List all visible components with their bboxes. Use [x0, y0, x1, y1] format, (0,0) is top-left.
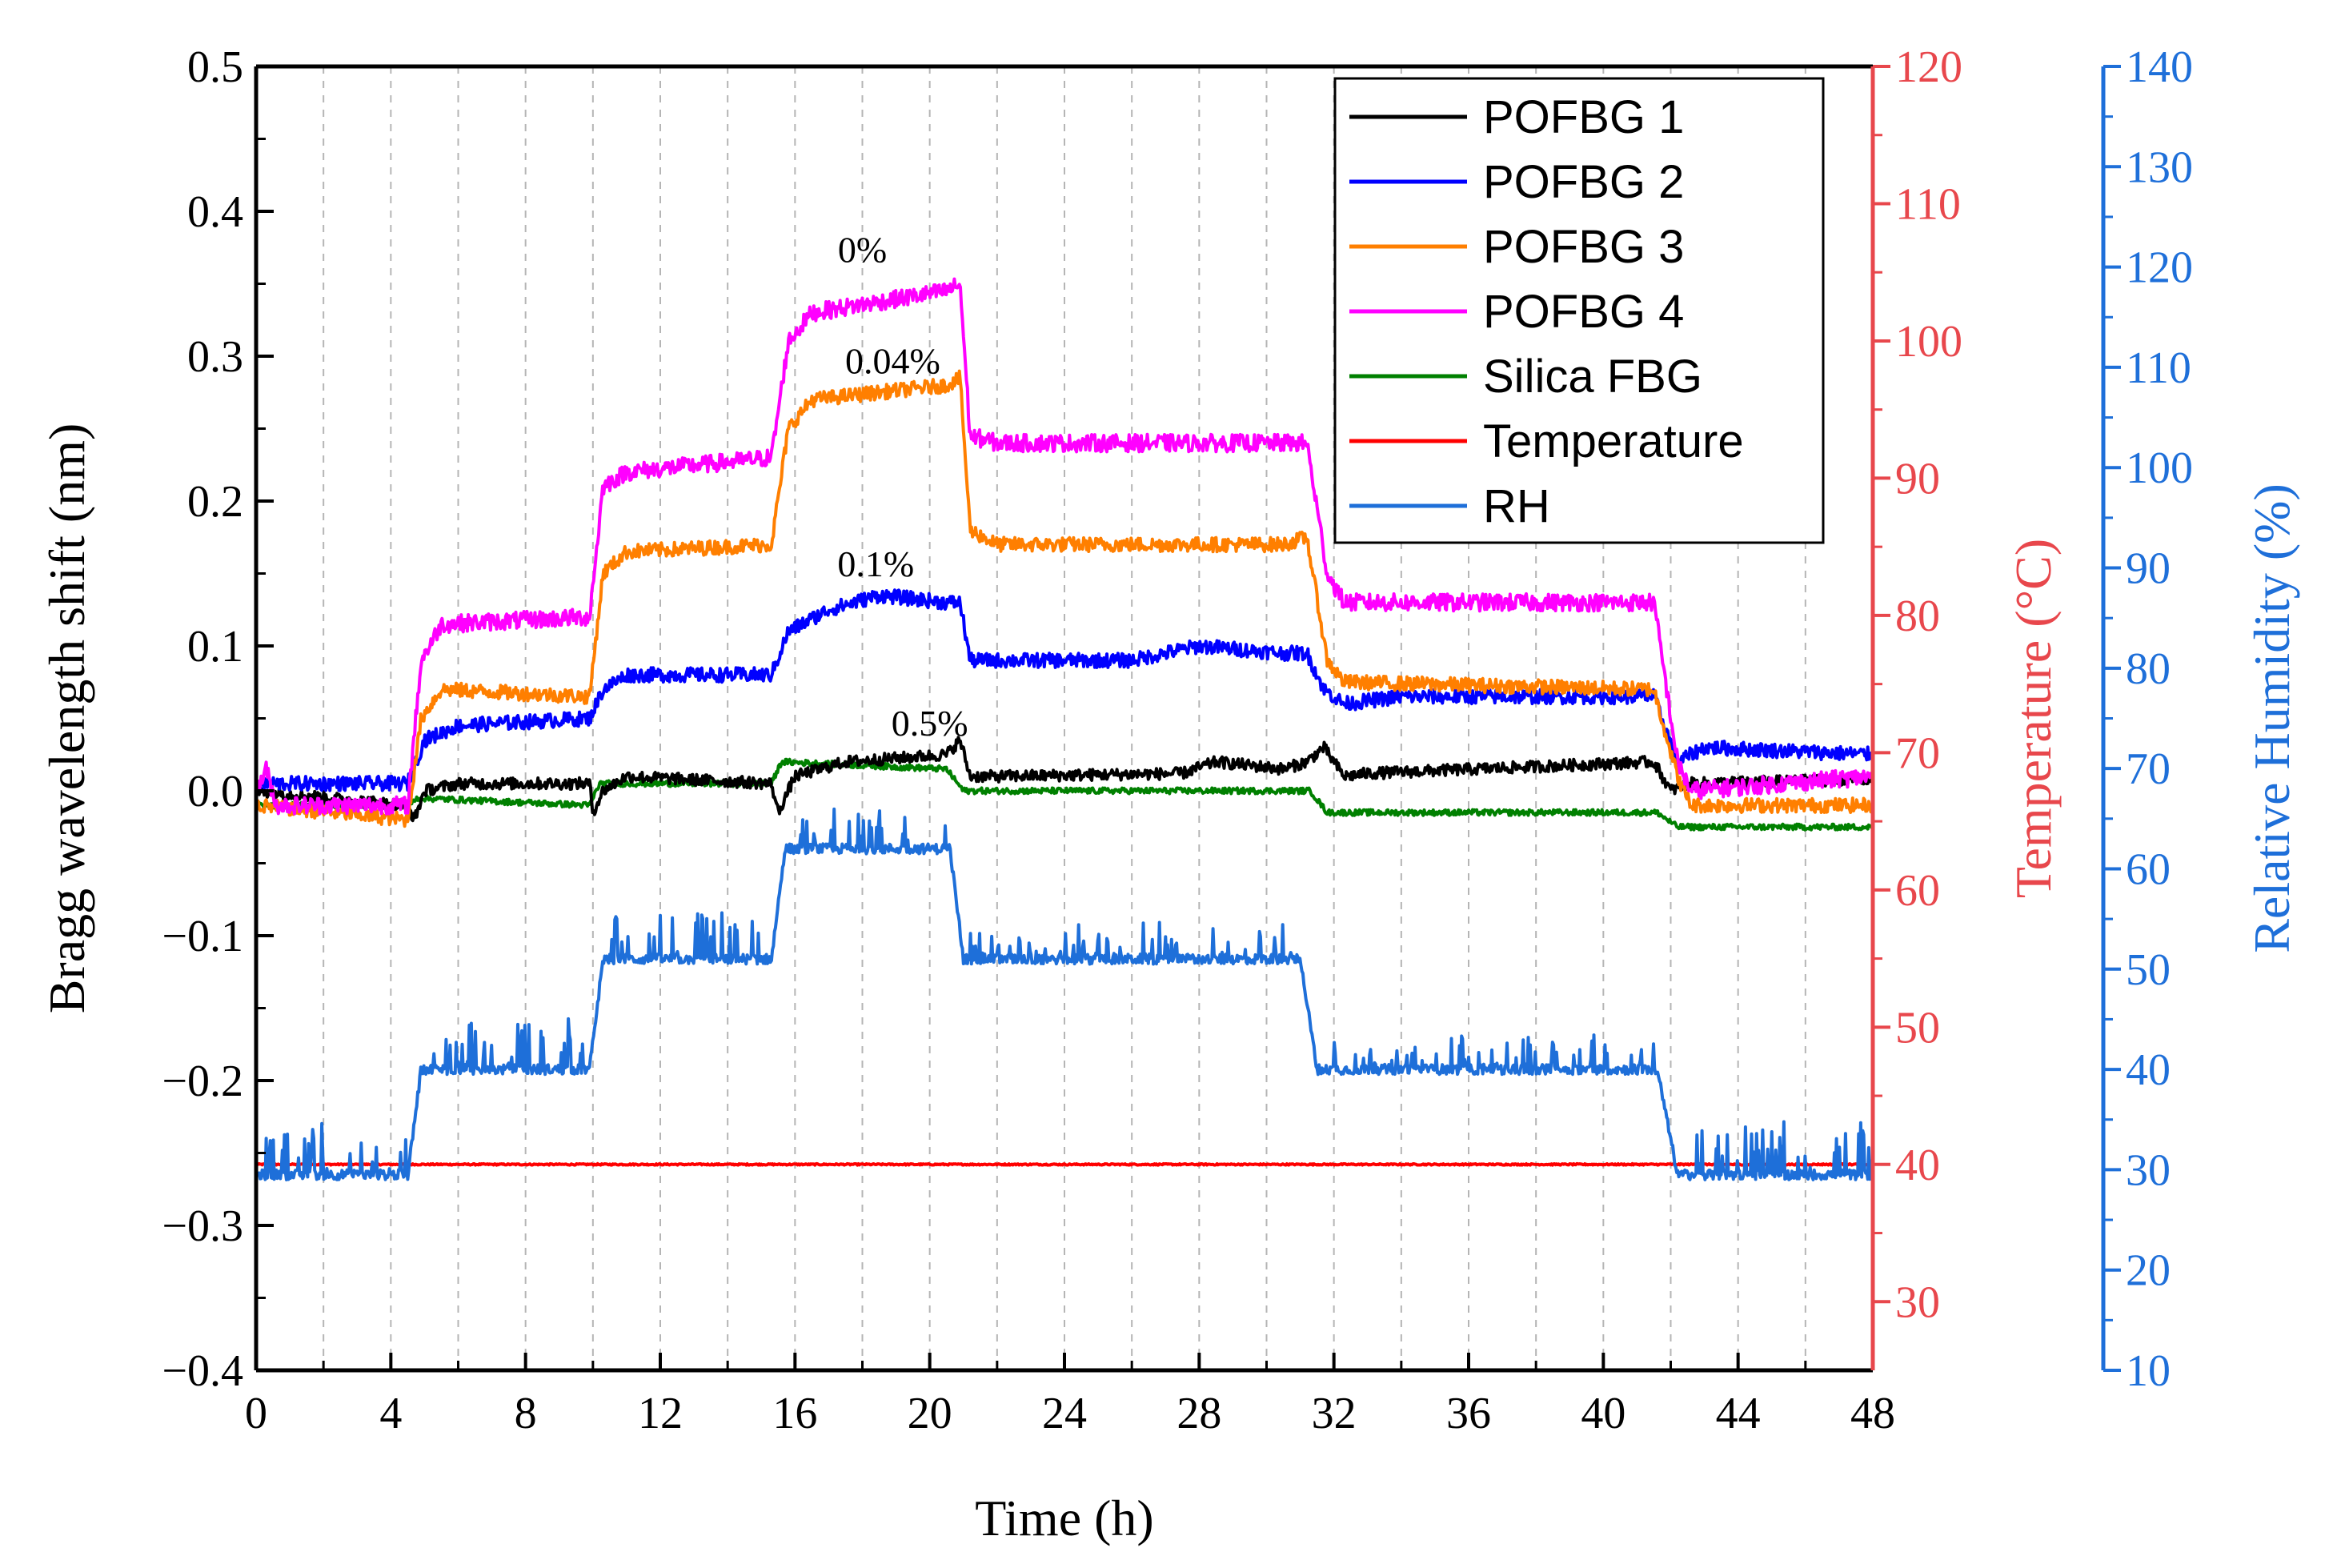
x-tick-label: 12 [638, 1389, 683, 1438]
temp-tick-label: 60 [1895, 866, 1940, 916]
x-tick-label: 40 [1581, 1389, 1625, 1438]
annotation-label: 0% [838, 229, 887, 270]
legend-label: POFBG 4 [1483, 286, 1684, 338]
annotations: 0% 0.04% 0.1% 0.5% [837, 229, 968, 744]
legend-label: POFBG 1 [1483, 91, 1684, 143]
rh-axis-title: Relative Humidity (%) [2243, 483, 2300, 953]
legend-label: RH [1483, 480, 1550, 532]
annotation-label: 0.5% [892, 703, 968, 744]
rh-tick-label: 50 [2126, 945, 2171, 995]
y-axis-humidity: 140 130 120 110 100 90 80 70 60 50 40 30 20 10 [2101, 42, 2193, 1396]
axis-titles: Time (h) Bragg wavelength shift (nm) Tempe… [38, 423, 2300, 1546]
rh-tick-label: 30 [2126, 1145, 2171, 1195]
rh-tick-label: 60 [2126, 844, 2171, 894]
y-axis-temperature: 120 110 100 90 80 70 60 50 40 30 [1870, 42, 1962, 1370]
y-axis-left: 0.5 0.4 0.3 0.2 0.1 0.0 −0.1 −0.2 −0.3 −0.4 [162, 42, 274, 1396]
series-line-temperature [255, 1161, 1874, 1167]
x-tick-label: 44 [1716, 1389, 1761, 1438]
x-tick-label: 4 [379, 1389, 402, 1438]
legend-label: Silica FBG [1483, 351, 1702, 403]
annotation-label: 0.1% [837, 543, 914, 584]
x-tick-label: 32 [1312, 1389, 1357, 1438]
series-layer [255, 277, 1874, 1181]
rh-tick-label: 110 [2126, 343, 2191, 393]
series-line-pofbg-1 [255, 736, 1874, 823]
temp-tick-label: 90 [1895, 454, 1940, 503]
x-tick-label: 20 [908, 1389, 952, 1438]
rh-tick-label: 10 [2126, 1346, 2171, 1396]
y-left-tick-label: −0.1 [162, 912, 243, 961]
series-line-pofbg-4 [255, 277, 1874, 816]
temp-tick-label: 110 [1895, 179, 1961, 229]
legend-label: POFBG 3 [1483, 221, 1684, 273]
series-line-rh [255, 807, 1874, 1181]
y-left-tick-label: 0.0 [187, 767, 243, 816]
temp-tick-label: 70 [1895, 728, 1940, 778]
y-left-axis-title: Bragg wavelength shift (nm) [38, 423, 95, 1014]
rh-tick-label: 80 [2126, 644, 2171, 694]
series-line-pofbg-2 [255, 588, 1874, 792]
rh-tick-label: 90 [2126, 544, 2171, 594]
y-left-tick-label: 0.4 [187, 187, 243, 237]
y-left-tick-label: −0.4 [162, 1346, 243, 1396]
x-tick-label: 16 [772, 1389, 817, 1438]
legend: POFBG 1 POFBG 2 POFBG 3 POFBG 4 Silica FBG Te… [1333, 77, 1825, 544]
y-left-tick-label: 0.3 [187, 332, 243, 382]
rh-tick-label: 70 [2126, 744, 2171, 794]
x-tick-label: 36 [1446, 1389, 1491, 1438]
x-axis-title: Time (h) [975, 1490, 1153, 1546]
rh-tick-label: 40 [2126, 1045, 2171, 1095]
y-left-tick-label: −0.2 [162, 1057, 243, 1106]
x-tick-label: 24 [1042, 1389, 1087, 1438]
y-left-tick-label: −0.3 [162, 1201, 243, 1251]
temp-tick-label: 80 [1895, 592, 1940, 641]
x-tick-label: 8 [515, 1389, 537, 1438]
series-line-pofbg-3 [255, 369, 1874, 828]
legend-label: Temperature [1483, 415, 1744, 467]
temp-axis-title: Temperature (°C) [2005, 539, 2062, 898]
temp-tick-label: 30 [1895, 1277, 1940, 1327]
legend-label: POFBG 2 [1483, 156, 1684, 208]
rh-tick-label: 20 [2126, 1246, 2171, 1296]
temp-tick-label: 120 [1895, 42, 1962, 92]
temp-tick-label: 50 [1895, 1003, 1940, 1053]
x-tick-label: 28 [1177, 1389, 1221, 1438]
rh-tick-label: 100 [2126, 443, 2193, 493]
series-line-silica-fbg [255, 757, 1874, 832]
y-left-tick-label: 0.1 [187, 622, 243, 672]
rh-tick-label: 140 [2126, 42, 2193, 92]
x-axis: 0 4 8 12 16 20 24 28 32 36 40 44 48 [245, 1353, 1895, 1438]
rh-tick-label: 120 [2126, 243, 2193, 293]
grid-lines [323, 66, 1806, 1370]
legend-box [1333, 77, 1825, 544]
y-left-tick-label: 0.2 [187, 477, 243, 527]
x-tick-label: 48 [1850, 1389, 1895, 1438]
rh-tick-label: 130 [2126, 142, 2193, 192]
y-left-tick-label: 0.5 [187, 42, 243, 92]
temp-tick-label: 40 [1895, 1141, 1940, 1190]
annotation-label: 0.04% [845, 341, 940, 382]
temp-tick-label: 100 [1895, 317, 1962, 367]
x-tick-label: 0 [245, 1389, 267, 1438]
